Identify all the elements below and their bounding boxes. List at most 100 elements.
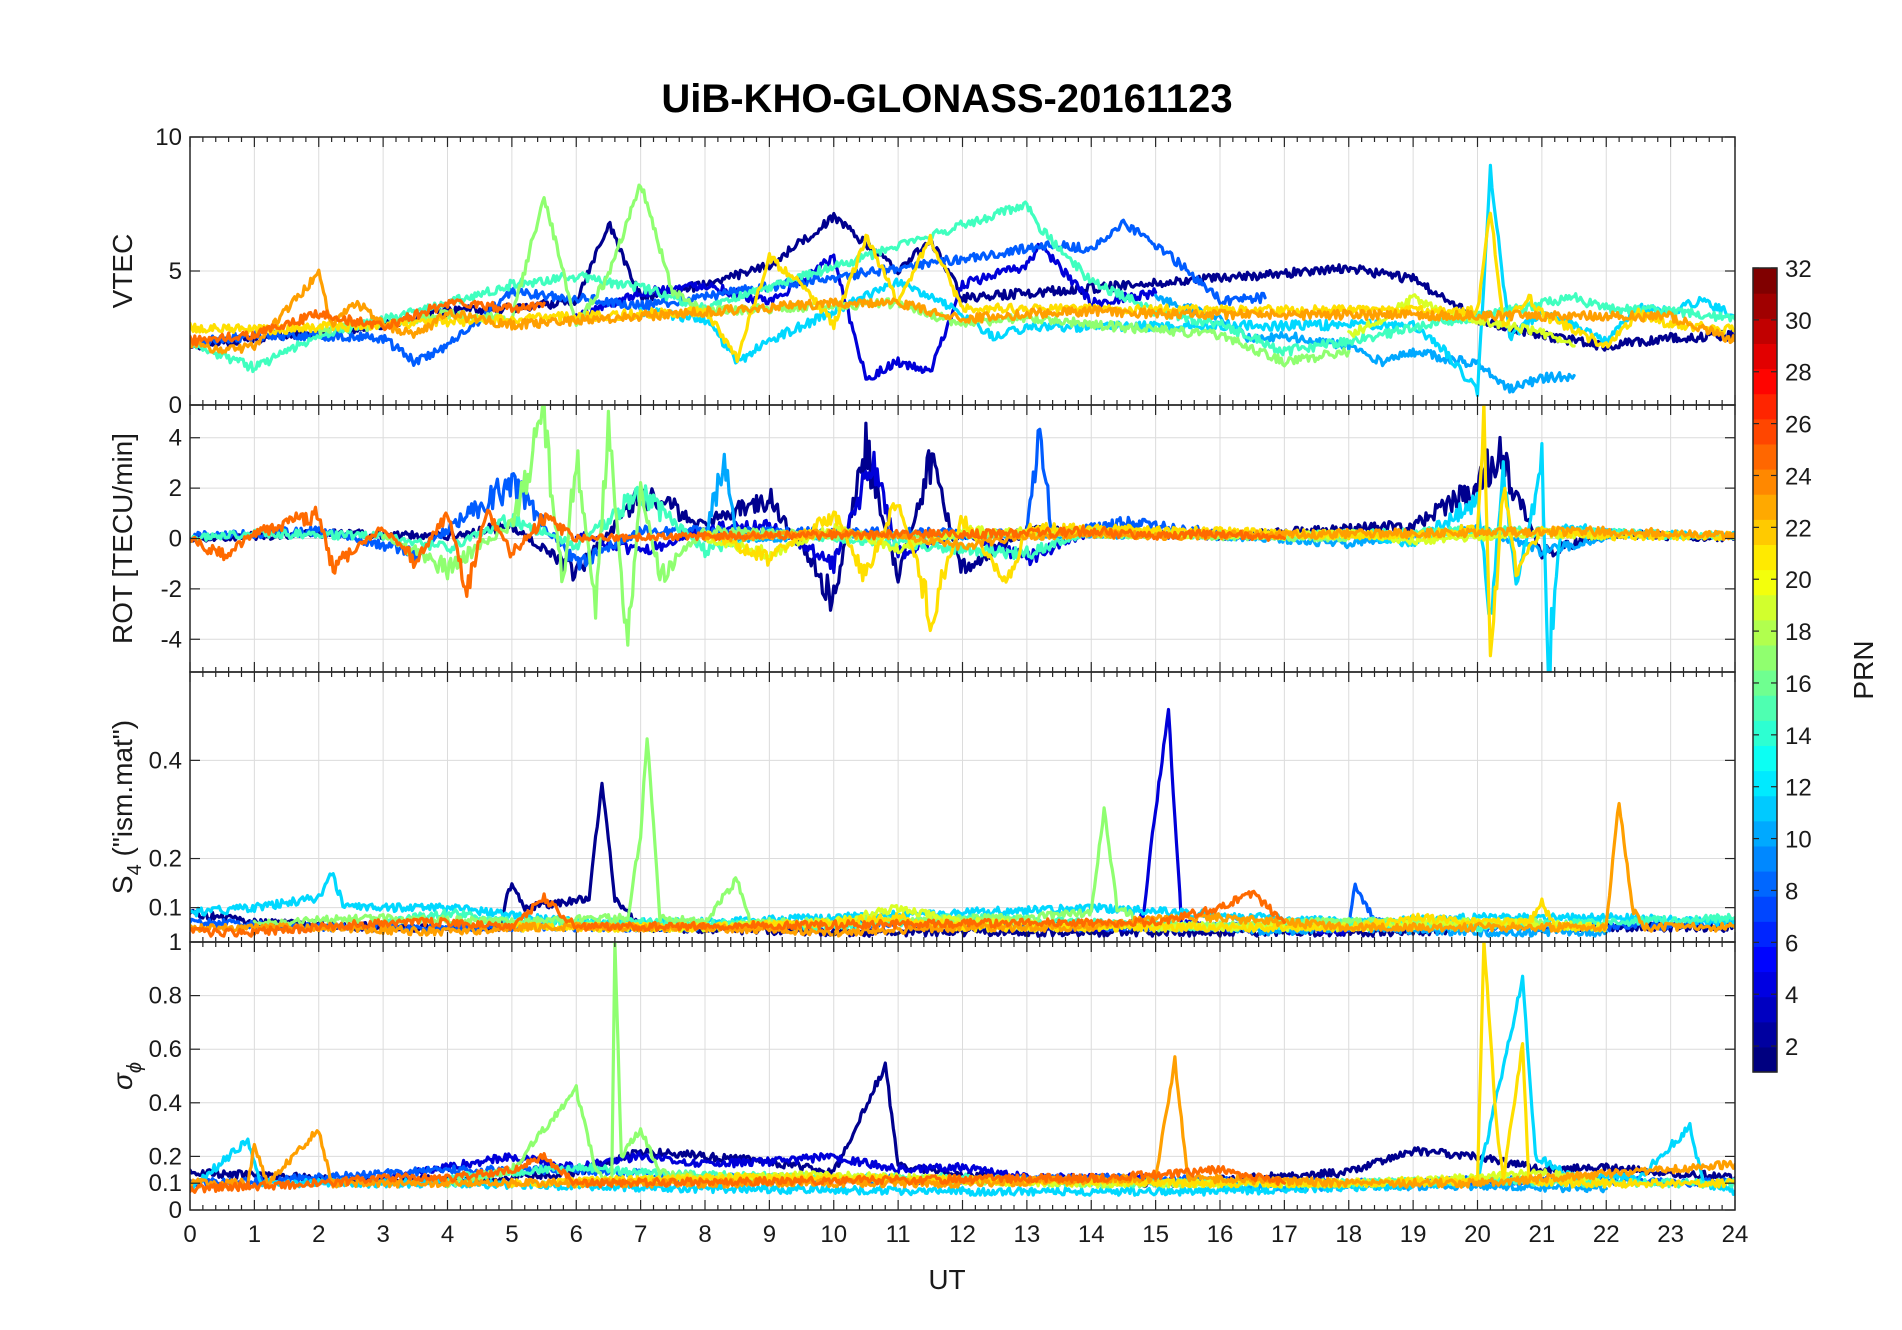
colorbar-tick-label: 14 <box>1785 723 1812 750</box>
chart-title: UiB-KHO-GLONASS-20161123 <box>661 77 1232 121</box>
series-prn-24-sigma <box>190 1152 1286 1194</box>
x-tick-label: 23 <box>1657 1221 1684 1248</box>
y-label-main: σ <box>107 1072 138 1090</box>
colorbar-tick-label: 12 <box>1785 775 1812 802</box>
y-axis-label-s4: S4 ("ism.mat") <box>107 720 146 894</box>
series-prn-7-vtec <box>190 218 1267 367</box>
colorbar-segment <box>1753 745 1777 772</box>
x-tick-label: 11 <box>886 1221 911 1248</box>
y-tick-label: -2 <box>161 576 182 603</box>
colorbar-tick-label: 30 <box>1785 308 1812 335</box>
colorbar-segment <box>1753 569 1777 596</box>
x-tick-label: 14 <box>1078 1221 1105 1248</box>
colorbar-segment <box>1753 519 1777 545</box>
colorbar-segment <box>1753 544 1777 571</box>
colorbar-segment <box>1753 921 1777 947</box>
x-tick-label: 18 <box>1335 1221 1362 1248</box>
series-prn-7-rot <box>190 427 1267 571</box>
panel-vtec: 0 5 10 VTEC <box>107 124 1736 419</box>
series-prn-4-s4 <box>1025 707 1351 937</box>
y-axis-label-sigma: σϕ <box>107 1062 146 1090</box>
colorbar-tick-label: 2 <box>1785 1034 1798 1061</box>
colorbar-segment <box>1753 644 1777 671</box>
colorbar-tick-label: 10 <box>1785 827 1812 854</box>
colorbar-tick-label: 22 <box>1785 515 1812 542</box>
colorbar-segment <box>1753 896 1777 922</box>
x-tick-label: 6 <box>570 1221 583 1248</box>
x-tick-label: 16 <box>1207 1221 1234 1248</box>
colorbar-label: PRN <box>1848 640 1879 699</box>
x-tick-label: 15 <box>1142 1221 1169 1248</box>
x-tick-label: 12 <box>949 1221 976 1248</box>
y-label-sub: 4 <box>124 864 146 875</box>
y-tick-label: 0 <box>169 1197 182 1224</box>
colorbar-segment <box>1753 393 1777 420</box>
colorbar-segment <box>1753 293 1777 319</box>
colorbar-segment <box>1753 695 1777 721</box>
y-axis-label-rot: ROT [TECU/min] <box>107 433 138 644</box>
colorbar-segment <box>1753 1021 1777 1048</box>
colorbar-tick-label: 32 <box>1785 256 1812 283</box>
y-tick-label: 0.8 <box>149 983 182 1010</box>
panel-s4: 0.10.20.4S4 ("ism.mat") <box>107 671 1736 943</box>
colorbar-segment <box>1753 845 1777 872</box>
x-tick-label: 0 <box>183 1221 196 1248</box>
colorbar-tick-label: 6 <box>1785 930 1798 957</box>
x-tick-label: 19 <box>1400 1221 1427 1248</box>
series-prn-23-vtec <box>190 268 1735 355</box>
series-prn-4-rot <box>574 450 1158 575</box>
colorbar-tick-label: 26 <box>1785 412 1812 439</box>
colorbar-tick-label: 24 <box>1785 463 1812 490</box>
series-prn-10-vtec <box>1154 293 1576 394</box>
colorbar-segment <box>1753 268 1777 294</box>
colorbar-segment <box>1753 946 1777 973</box>
colorbar-segment <box>1753 443 1777 470</box>
colorbar-segment <box>1753 343 1777 370</box>
y-tick-label: 4 <box>169 425 182 452</box>
colorbar-tick-label: 16 <box>1785 671 1812 698</box>
y-tick-label: 0.1 <box>149 895 182 922</box>
x-ticks <box>189 942 1736 1210</box>
colorbar-tick-label: 18 <box>1785 619 1812 646</box>
series-group <box>190 942 1735 1197</box>
y-tick-label: 0.2 <box>149 846 182 873</box>
colorbar-segment <box>1753 494 1777 520</box>
colorbar-segment <box>1753 720 1777 746</box>
panel-rot: -4 -2 0 2 4 ROT [TECU/min] <box>107 404 1736 673</box>
x-tick-label: 21 <box>1529 1221 1556 1248</box>
y-tick-label: 0.4 <box>149 747 182 774</box>
y-tick-label: -4 <box>161 626 182 653</box>
y-tick-label: 0.4 <box>149 1090 182 1117</box>
y-tick-label: 5 <box>169 258 182 285</box>
series-group <box>190 163 1735 398</box>
x-tick-label: 20 <box>1464 1221 1491 1248</box>
y-tick-label: 0.6 <box>149 1036 182 1063</box>
y-label-rest: ("ism.mat") <box>107 720 138 864</box>
x-tick-label: 1 <box>248 1221 261 1248</box>
colorbar-segment <box>1753 368 1777 395</box>
colorbar-segment <box>1753 871 1777 897</box>
colorbar-tick-label: 20 <box>1785 567 1812 594</box>
series-prn-21-vtec <box>190 211 1735 363</box>
colorbar-segment <box>1753 619 1777 646</box>
y-tick-label: 1 <box>169 929 182 956</box>
x-tick-label: 4 <box>441 1221 454 1248</box>
colorbar-segment <box>1753 795 1777 822</box>
series-prn-24-rot <box>190 505 1286 598</box>
x-axis-label: UT <box>928 1264 965 1295</box>
x-tick-label: 13 <box>1014 1221 1041 1248</box>
y-label-main: S <box>107 875 138 894</box>
x-tick-label: 22 <box>1593 1221 1620 1248</box>
colorbar-segment <box>1753 820 1777 847</box>
gridlines <box>189 672 1736 942</box>
series-prn-24-vtec <box>190 298 546 347</box>
x-tick-label: 9 <box>763 1221 776 1248</box>
y-label-sub: ϕ <box>124 1062 146 1073</box>
x-tick-label: 7 <box>634 1221 647 1248</box>
series-group <box>190 707 1735 938</box>
x-ticks <box>189 672 1736 942</box>
y-axis-label-vtec: VTEC <box>107 234 138 309</box>
